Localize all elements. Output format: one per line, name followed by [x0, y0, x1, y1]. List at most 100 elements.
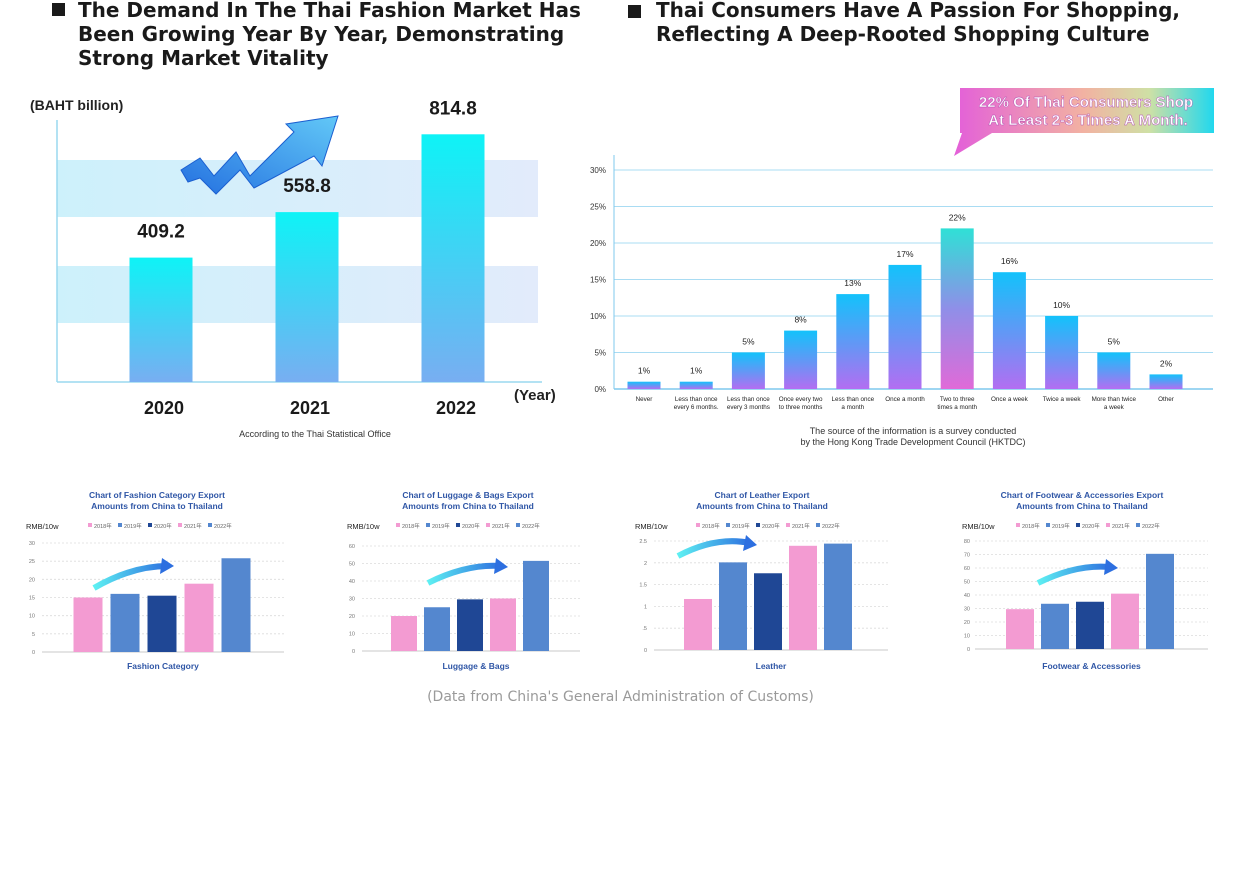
export-legend-swatch — [726, 523, 730, 527]
export-bar — [754, 573, 782, 650]
export-legend-swatch — [456, 523, 460, 527]
bullet-square-icon — [628, 5, 641, 18]
frequency-value-label: 8% — [794, 315, 807, 325]
export-legend-label: 2021年 — [184, 522, 202, 530]
export-chart-y-axis-label: RMB/10w — [26, 522, 59, 531]
export-chart-x-axis-label: Leather — [756, 661, 787, 671]
export-legend-swatch — [426, 523, 430, 527]
export-chart-title: Amounts from China to Thailand — [696, 501, 828, 511]
export-y-tick: 80 — [964, 539, 970, 545]
trend-arrow-icon — [676, 538, 751, 559]
export-y-tick: 1 — [644, 604, 647, 610]
export-chart-x-axis-label: Luggage & Bags — [442, 661, 509, 671]
export-y-tick: 30 — [964, 607, 970, 613]
export-chart-x-axis-label: Footwear & Accessories — [1042, 661, 1141, 671]
frequency-y-tick: 20% — [590, 239, 606, 248]
export-y-tick: 30 — [349, 597, 355, 603]
frequency-y-tick: 5% — [594, 349, 606, 358]
market-value-label: 558.8 — [283, 176, 331, 197]
export-y-tick: 1.5 — [639, 583, 647, 589]
frequency-value-label: 2% — [1160, 358, 1173, 368]
export-legend-swatch — [148, 523, 152, 527]
export-legend-label: 2019年 — [732, 522, 750, 530]
export-legend-label: 2019年 — [1052, 522, 1070, 530]
export-legend-label: 2018年 — [94, 522, 112, 530]
export-chart-title: Chart of Footwear & Accessories Export — [1001, 490, 1164, 500]
export-legend-label: 2018年 — [1022, 522, 1040, 530]
export-bar — [719, 562, 747, 650]
frequency-bar — [627, 381, 661, 389]
export-legend-swatch — [88, 523, 92, 527]
frequency-value-label: 1% — [690, 366, 703, 376]
export-legend-swatch — [786, 523, 790, 527]
export-legend-swatch — [178, 523, 182, 527]
frequency-category-label: to three months — [779, 404, 823, 411]
export-bar — [523, 560, 549, 651]
export-y-tick: 20 — [349, 614, 355, 620]
export-legend-swatch — [208, 523, 212, 527]
footwear-export-chart: Chart of Footwear & Accessories ExportAm… — [962, 490, 1208, 671]
frequency-category-label: Twice a week — [1043, 396, 1082, 403]
export-y-tick: 30 — [29, 541, 35, 547]
frequency-category-label: Once a week — [991, 396, 1029, 403]
export-legend-label: 2020年 — [154, 522, 172, 530]
trend-arrow-icon — [92, 563, 169, 591]
frequency-category-label: Less than once — [675, 396, 718, 403]
frequency-category-label: a week — [1104, 404, 1125, 411]
export-chart-title: Chart of Luggage & Bags Export — [402, 490, 533, 500]
frequency-bar — [731, 352, 765, 389]
export-chart-title: Amounts from China to Thailand — [91, 501, 223, 511]
export-chart-y-axis-label: RMB/10w — [635, 522, 668, 531]
frequency-y-tick: 30% — [590, 166, 606, 175]
right-heading: Thai Consumers Have A Passion For Shoppi… — [628, 0, 1238, 46]
frequency-value-label: 5% — [742, 337, 755, 347]
frequency-bar — [1097, 352, 1131, 389]
export-bar — [1076, 601, 1104, 649]
export-chart-title: Amounts from China to Thailand — [402, 501, 534, 511]
frequency-bar — [679, 381, 713, 389]
frequency-bar — [1149, 374, 1183, 389]
frequency-chart: 22% Of Thai Consumers Shop At Least 2-3 … — [590, 88, 1214, 447]
export-y-tick: 20 — [29, 577, 35, 583]
export-bar — [110, 593, 140, 652]
export-legend-label: 2019年 — [432, 522, 450, 530]
trend-arrow-icon — [494, 558, 508, 574]
frequency-value-label: 5% — [1108, 337, 1121, 347]
trend-arrow-icon — [160, 558, 174, 574]
frequency-callout-line-2: At Least 2-3 Times A Month. — [988, 112, 1187, 129]
frequency-bar — [836, 294, 870, 389]
market-category-label: 2022 — [436, 398, 476, 418]
export-legend-label: 2020年 — [1082, 522, 1100, 530]
export-bar — [221, 558, 251, 652]
export-y-tick: 25 — [29, 559, 35, 565]
export-y-tick: 50 — [964, 580, 970, 586]
export-bar — [73, 597, 103, 652]
export-y-tick: 0 — [352, 649, 355, 655]
export-legend-swatch — [1136, 523, 1140, 527]
export-bar — [1111, 593, 1139, 649]
export-y-tick: 10 — [349, 632, 355, 638]
market-source: According to the Thai Statistical Office — [239, 429, 391, 439]
export-y-tick: 10 — [964, 634, 970, 640]
export-legend-label: 2022年 — [822, 522, 840, 530]
frequency-category-label: a month — [841, 404, 864, 411]
export-y-tick: 0 — [644, 648, 647, 654]
frequency-y-tick: 25% — [590, 203, 606, 212]
frequency-value-label: 1% — [638, 366, 651, 376]
export-y-tick: 15 — [29, 596, 35, 602]
export-legend-label: 2020年 — [762, 522, 780, 530]
frequency-category-label: Less than once — [831, 396, 874, 403]
export-legend-label: 2021年 — [792, 522, 810, 530]
export-legend-label: 2019年 — [124, 522, 142, 530]
frequency-bar — [992, 272, 1026, 389]
export-bar — [184, 583, 214, 652]
export-y-tick: 2 — [644, 561, 647, 567]
frequency-value-label: 17% — [896, 249, 913, 259]
frequency-category-label: Other — [1158, 396, 1174, 403]
export-legend-label: 2020年 — [462, 522, 480, 530]
export-legend-swatch — [756, 523, 760, 527]
export-legend-swatch — [1106, 523, 1110, 527]
